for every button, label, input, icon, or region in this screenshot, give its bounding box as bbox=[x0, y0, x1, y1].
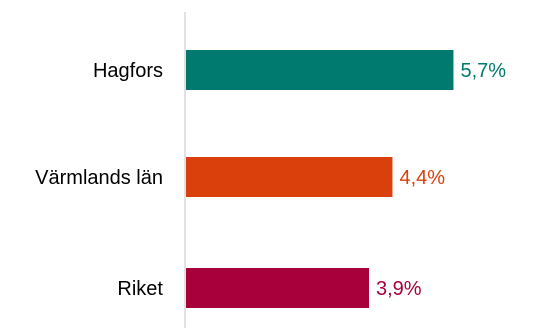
category-label-2: Riket bbox=[117, 278, 163, 300]
value-label-0: 5,7% bbox=[460, 60, 506, 82]
bars-group bbox=[186, 50, 454, 308]
category-label-0: Hagfors bbox=[93, 60, 163, 82]
category-labels-group: Hagfors Värmlands län Riket bbox=[35, 60, 163, 300]
bar-0 bbox=[186, 50, 454, 90]
bar-2 bbox=[186, 268, 369, 308]
bar-1 bbox=[186, 157, 393, 197]
category-label-1: Värmlands län bbox=[35, 167, 163, 189]
value-labels-group: 5,7% 4,4% 3,9% bbox=[376, 60, 506, 300]
value-label-2: 3,9% bbox=[376, 278, 422, 300]
value-label-1: 4,4% bbox=[399, 167, 445, 189]
